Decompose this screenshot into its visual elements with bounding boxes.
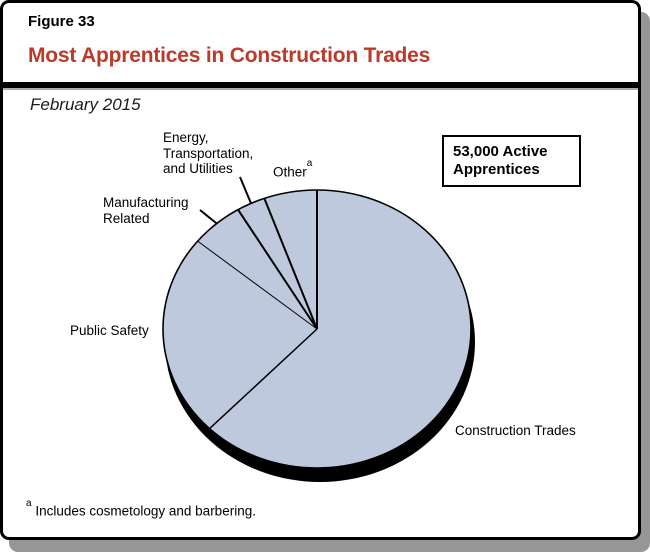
title-divider-rule <box>3 82 638 88</box>
figure-number: Figure 33 <box>28 13 95 30</box>
label-manufacturing-related: Manufacturing Related <box>103 195 189 226</box>
title-divider-shadow <box>3 88 638 90</box>
label-energy-transportation-utilities: Energy, Transportation, and Utilities <box>163 130 254 176</box>
footnote-marker: a <box>26 498 32 509</box>
label-other-text: Other <box>273 164 307 180</box>
footnote-text: Includes cosmetology and barbering. <box>35 503 256 519</box>
figure-subtitle: February 2015 <box>30 95 141 114</box>
label-construction-trades: Construction Trades <box>455 423 576 438</box>
footnote: a Includes cosmetology and barbering. <box>26 498 256 519</box>
label-other-footnote-marker: a <box>306 158 313 169</box>
figure-title: Most Apprentices in Construction Trades <box>28 44 431 67</box>
pie-chart <box>162 176 475 482</box>
label-public-safety: Public Safety <box>70 323 149 338</box>
figure-canvas: Figure 33 Most Apprentices in Constructi… <box>3 13 638 519</box>
figure-panel: Figure 33 Most Apprentices in Constructi… <box>0 0 641 540</box>
total-apprentices-callout: 53,000 Active Apprentices <box>442 135 581 187</box>
label-other: Othera <box>273 158 313 180</box>
